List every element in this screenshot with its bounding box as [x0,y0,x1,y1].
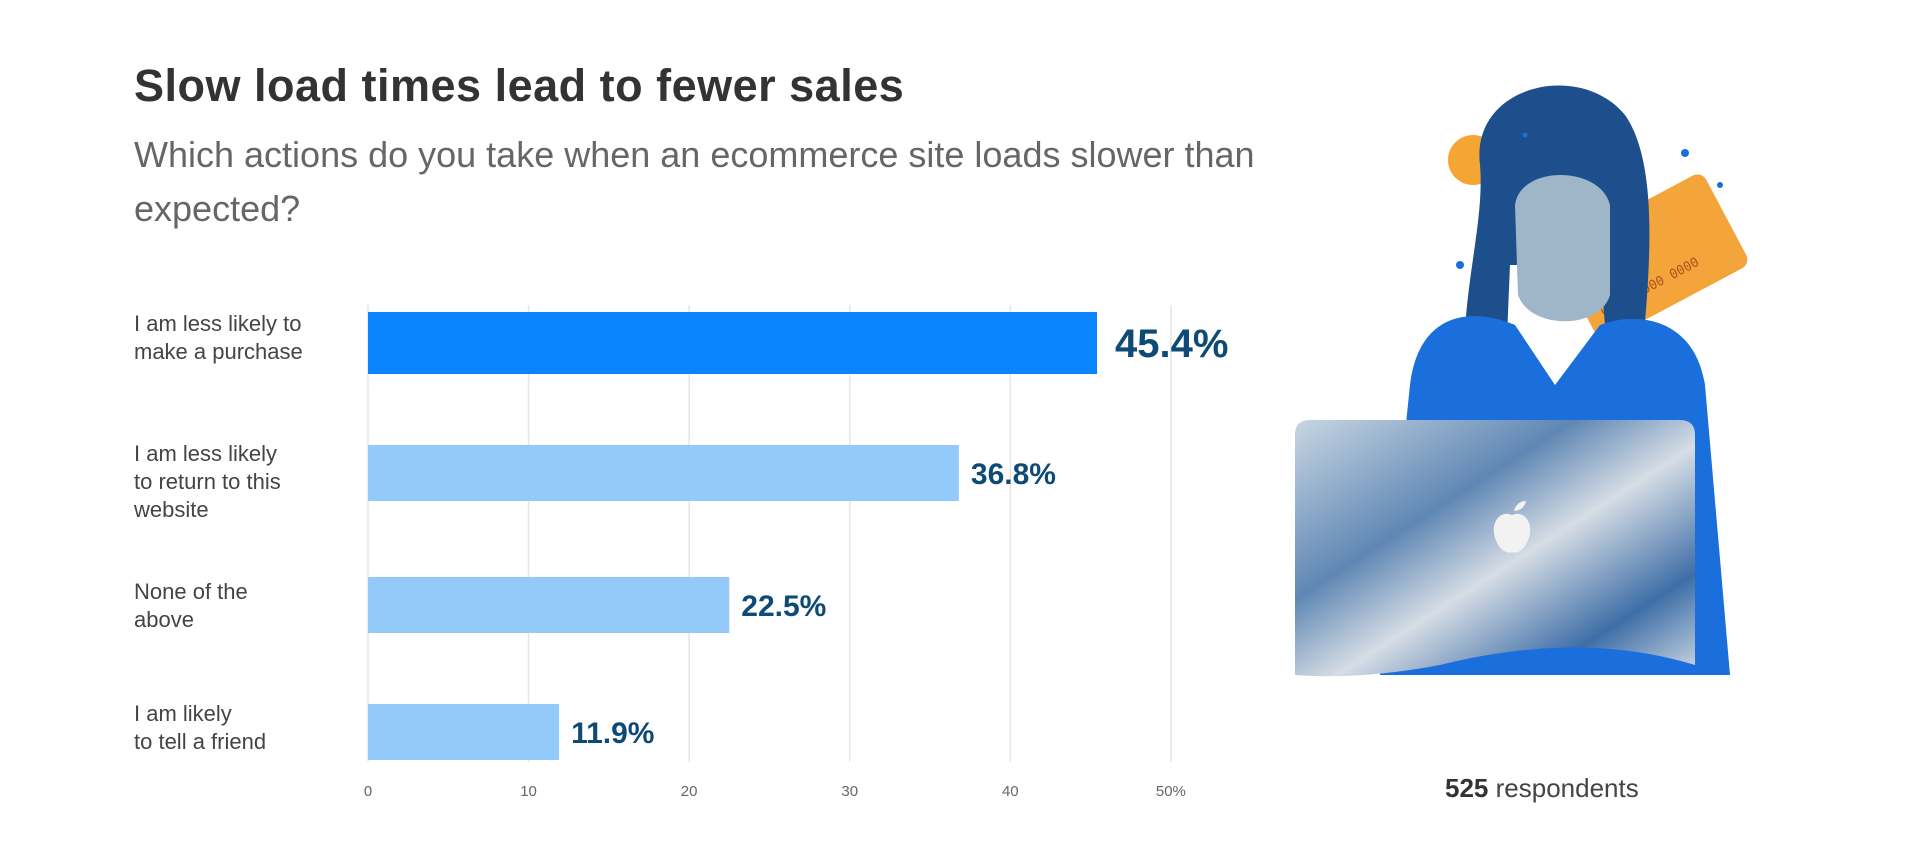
category-label: I am likely to tell a friend [134,700,344,756]
bar-value-label: 11.9% [571,717,654,750]
respondents-count: 525 respondents [1445,773,1639,804]
respondents-label: respondents [1488,773,1639,803]
bar-chart: 0 10 20 30 40 50% 45.4% 36.8% 22.5% 11.9% [364,305,1228,800]
respondents-number: 525 [1445,773,1489,803]
x-tick-label: 10 [520,783,537,800]
category-label-line: I am less likely to [134,311,302,336]
bar-value-label: 36.8% [971,458,1056,491]
bar [368,445,959,501]
chart-title: Slow load times lead to fewer sales [134,60,905,111]
chart-subtitle: Which actions do you take when an ecomme… [134,134,1255,229]
bar [368,704,560,760]
bar-value-label: 45.4% [1115,322,1228,366]
category-label-line: I am less likely [134,441,278,466]
x-tick-label: 20 [681,783,698,800]
category-label: I am less likely to make a purchase [134,310,344,366]
x-tick-label: 40 [1002,783,1019,800]
category-label-line: to tell a friend [134,729,267,754]
x-tick-label: 50% [1156,783,1186,800]
bar-value-label: 22.5% [741,590,826,623]
category-label-line: website [134,497,209,522]
category-label: None of the above [134,578,344,634]
apple-logo-icon [1493,501,1531,553]
category-label-line: to return to this [134,469,281,494]
category-label-line: I am likely [134,701,232,726]
category-label-line: None of the [134,579,248,604]
laptop-shape [1295,420,1695,677]
x-tick-label: 0 [364,783,372,800]
bar [368,312,1098,374]
category-label: I am less likely to return to this website [134,440,344,524]
x-tick-label: 30 [841,783,858,800]
woman-with-laptop-illustration: 0000 0000 0000 [1295,85,1748,677]
bar [368,577,730,633]
face-shape [1515,175,1610,322]
category-label-line: make a purchase [134,339,303,364]
category-label-line: above [134,607,194,632]
